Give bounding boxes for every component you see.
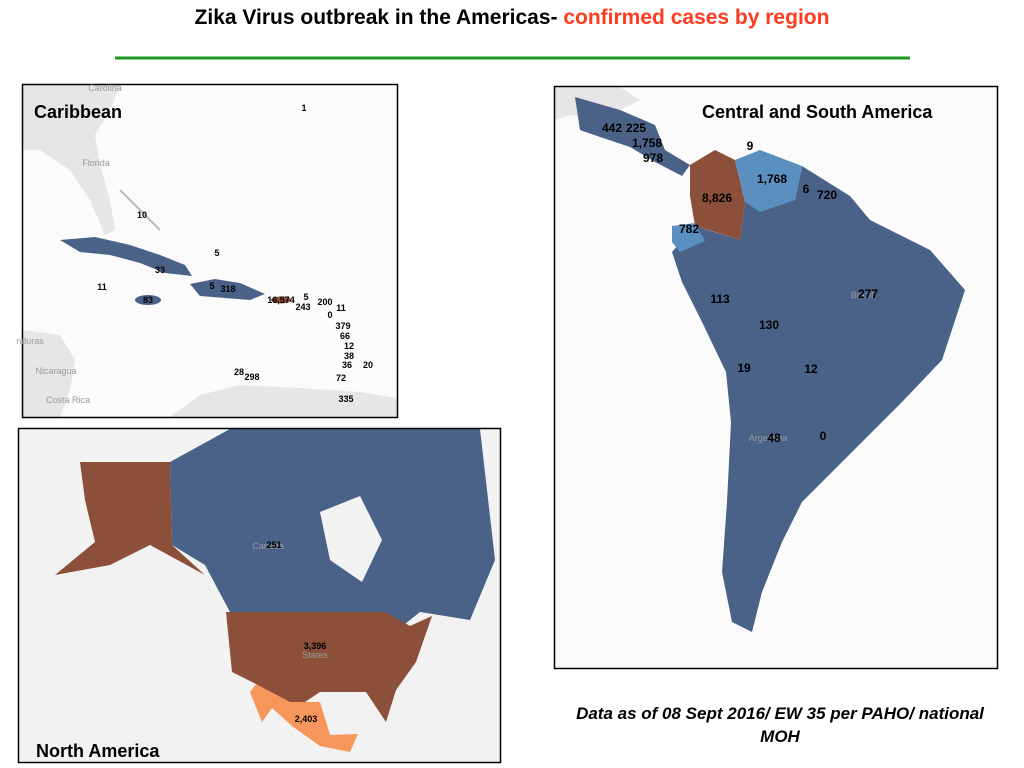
case-count-label: 5 — [303, 292, 308, 302]
case-count-label: 28 — [234, 367, 244, 377]
case-count-label: 6 — [803, 182, 810, 196]
case-count-label: 19 — [737, 361, 751, 375]
case-count-label: 318 — [220, 284, 235, 294]
case-count-label: 251 — [266, 540, 281, 550]
case-count-label: 38 — [344, 351, 354, 361]
case-count-label: 782 — [679, 222, 699, 236]
case-count-label: 11 — [97, 282, 107, 292]
case-count-label: 11 — [336, 303, 346, 313]
title: Zika Virus outbreak in the Americas- con… — [162, 4, 862, 31]
case-count-label: 379 — [335, 321, 350, 331]
case-count-label: 12 — [344, 341, 354, 351]
case-count-label: 5 — [209, 281, 214, 291]
basemap-label: Brazil — [851, 290, 874, 300]
case-count-label: 0 — [820, 429, 827, 443]
panel-title: Caribbean — [34, 102, 122, 122]
case-count-label: 720 — [817, 188, 837, 202]
basemap-label: Florida — [82, 158, 110, 168]
basemap-label: nduras — [16, 336, 44, 346]
case-count-label: 1 — [301, 103, 306, 113]
case-count-label: 442 — [602, 121, 622, 135]
case-count-label: 8,826 — [702, 191, 732, 205]
panel-title: North America — [36, 741, 160, 761]
north-america-frame — [17, 427, 502, 764]
case-count-label: 978 — [643, 151, 663, 165]
case-count-label: 225 — [626, 121, 646, 135]
caribbean-map — [23, 85, 397, 417]
basemap-label: Costa Rica — [46, 395, 90, 405]
case-count-label: 0 — [327, 310, 332, 320]
basemap-label: Canada — [252, 541, 284, 551]
north-america-map — [19, 429, 500, 762]
case-count-label: 3,396 — [304, 641, 327, 651]
case-count-label: 48 — [767, 431, 781, 445]
south-america-frame — [553, 85, 999, 670]
case-count-label: 130 — [759, 318, 779, 332]
basemap-label: Carolina — [88, 83, 122, 93]
footnote: Data as of 08 Sept 2016/ EW 35 per PAHO/… — [576, 704, 984, 746]
title-highlight: confirmed cases by region — [563, 6, 830, 29]
case-count-label: 335 — [338, 394, 353, 404]
basemap-label: States — [302, 650, 328, 660]
case-count-label: 1,758 — [632, 136, 662, 150]
case-count-label: 16,574 — [267, 295, 295, 305]
caribbean-frame — [21, 83, 399, 419]
south-america-map — [555, 87, 997, 668]
case-count-label: 20 — [363, 360, 373, 370]
case-count-label: 72 — [336, 373, 346, 383]
case-count-label: 277 — [858, 287, 878, 301]
panel-title: Central and South America — [702, 102, 933, 122]
basemap-label: Nicaragua — [35, 366, 76, 376]
case-count-label: 12 — [804, 362, 818, 376]
case-count-label: 66 — [340, 331, 350, 341]
case-count-label: 298 — [244, 372, 259, 382]
case-count-label: 36 — [342, 360, 352, 370]
case-count-label: 200 — [317, 297, 332, 307]
title-text: Zika Virus outbreak in the Americas- — [194, 6, 564, 29]
case-count-label: 10 — [137, 210, 147, 220]
case-count-label: 83 — [143, 295, 153, 305]
case-count-label: 5 — [214, 248, 219, 258]
case-count-label: 33 — [155, 265, 165, 275]
case-count-label: 9 — [747, 139, 754, 153]
case-count-label: 1,768 — [757, 172, 787, 186]
case-count-label: 243 — [295, 302, 310, 312]
basemap-label: Argentina — [749, 433, 788, 443]
case-count-label: 2,403 — [295, 714, 318, 724]
case-count-label: 113 — [710, 292, 730, 306]
